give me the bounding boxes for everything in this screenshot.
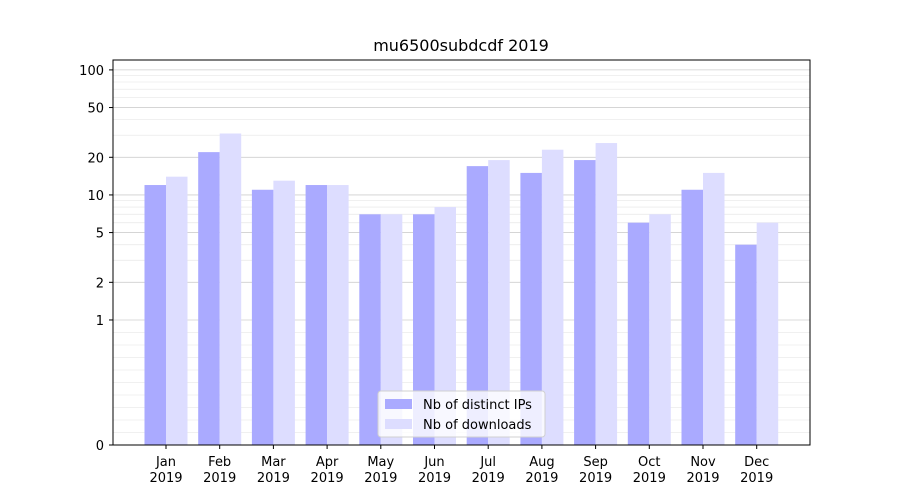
bar-distinct-ips [198, 152, 220, 445]
x-tick-label-year: 2019 [418, 471, 451, 486]
x-axis: Jan2019Feb2019Mar2019Apr2019May2019Jun20… [149, 445, 773, 486]
x-tick-label-year: 2019 [472, 471, 505, 486]
y-tick-label: 10 [87, 189, 104, 204]
x-tick-label-year: 2019 [633, 471, 666, 486]
x-tick-label-month: Nov [690, 455, 716, 470]
legend-swatch-downloads [385, 419, 412, 429]
legend-label-downloads: Nb of downloads [423, 418, 532, 433]
bar-downloads [166, 176, 188, 445]
x-tick-label-year: 2019 [686, 471, 719, 486]
legend-swatch-distinct-ips [385, 399, 412, 409]
y-tick-label: 2 [96, 276, 104, 291]
bar-downloads [703, 172, 725, 445]
x-tick-label-year: 2019 [364, 471, 397, 486]
bar-distinct-ips [144, 185, 166, 445]
bars [144, 133, 779, 446]
x-tick-label-month: Jan [155, 455, 176, 470]
x-tick-label-year: 2019 [579, 471, 612, 486]
y-tick-label: 5 [96, 227, 104, 242]
x-tick-label-month: Feb [208, 455, 231, 470]
bar-downloads [649, 214, 671, 445]
x-tick-label-month: May [367, 455, 394, 470]
x-tick-label-year: 2019 [257, 471, 290, 486]
bar-downloads [595, 143, 618, 445]
bar-downloads [273, 180, 295, 445]
legend: Nb of distinct IPs Nb of downloads [377, 390, 546, 438]
x-tick-label-year: 2019 [203, 471, 236, 486]
bar-downloads [327, 185, 349, 445]
x-tick-label-month: Apr [316, 455, 339, 470]
bar-distinct-ips [627, 222, 650, 445]
x-tick-label-month: Sep [583, 455, 608, 470]
x-tick-label-year: 2019 [740, 471, 773, 486]
bar-distinct-ips [735, 244, 757, 445]
bar-distinct-ips [681, 189, 703, 445]
bar-downloads [756, 222, 779, 445]
x-tick-label-month: Oct [638, 455, 660, 470]
bar-downloads [541, 149, 564, 446]
bar-distinct-ips [520, 172, 542, 445]
bar-downloads [488, 160, 510, 445]
x-tick-label-month: Jun [423, 455, 444, 470]
bar-downloads [380, 214, 403, 445]
x-tick-label-month: Jul [479, 455, 496, 470]
legend-label-distinct-ips: Nb of distinct IPs [423, 398, 532, 413]
plot-frame [112, 59, 811, 446]
y-tick-label: 50 [87, 102, 104, 117]
bar-distinct-ips [251, 189, 274, 445]
bar-distinct-ips [574, 160, 596, 445]
bar-distinct-ips [305, 185, 328, 445]
bar-distinct-ips [413, 214, 435, 445]
y-tick-label: 20 [87, 151, 104, 166]
y-tick-label: 1 [96, 314, 104, 329]
bar-distinct-ips [359, 214, 381, 445]
legend-box [377, 390, 546, 438]
x-tick-label-month: Aug [529, 455, 554, 470]
x-tick-label-year: 2019 [525, 471, 558, 486]
x-tick-label-month: Dec [744, 455, 769, 470]
x-tick-label-year: 2019 [149, 471, 182, 486]
bar-downloads [219, 133, 242, 445]
bar-downloads [434, 207, 456, 445]
bar-distinct-ips [466, 166, 489, 445]
chart-title: mu6500subdcdf 2019 [373, 36, 549, 55]
x-tick-label-year: 2019 [311, 471, 344, 486]
y-axis: 0 1 2 5 10 20 50 100 [79, 64, 113, 454]
x-tick-label-month: Mar [261, 455, 286, 470]
y-tick-label: 0 [96, 439, 104, 454]
y-tick-label: 100 [79, 64, 104, 79]
